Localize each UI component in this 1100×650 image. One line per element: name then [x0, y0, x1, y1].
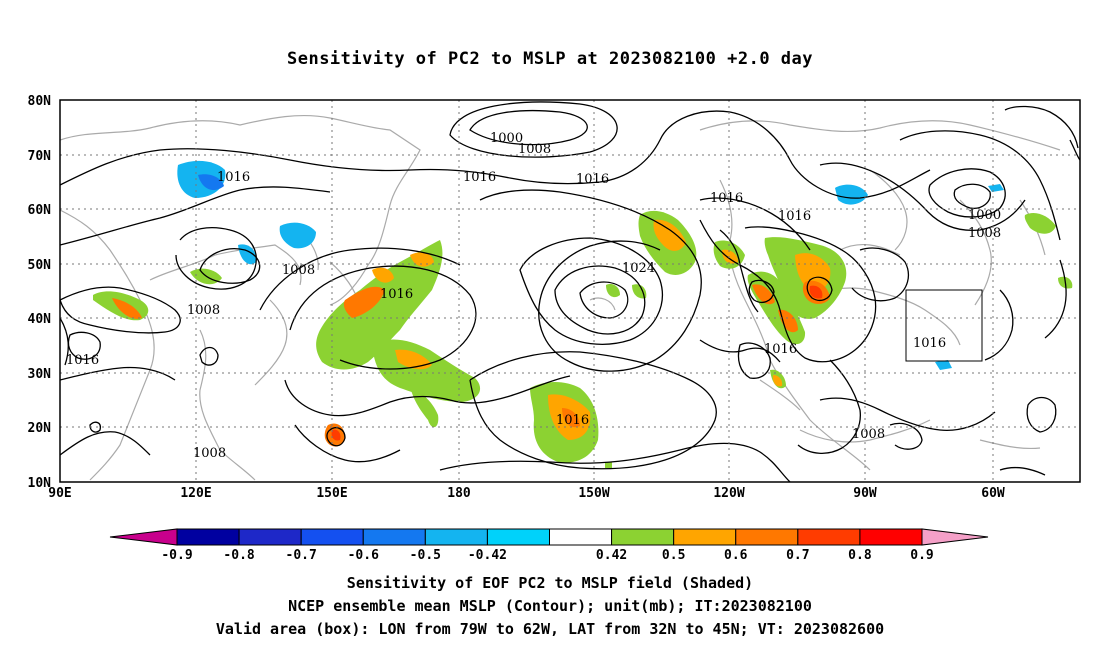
- contour-label: 1016: [380, 287, 413, 302]
- colorbar-label: -0.8: [223, 548, 254, 563]
- colorbar: [109, 528, 989, 546]
- contour-label: 1008: [193, 446, 226, 461]
- lat-label: 80N: [28, 94, 52, 109]
- colorbar-box: [176, 528, 240, 546]
- colorbar-box: [859, 528, 923, 546]
- colorbar-label: 0.8: [848, 548, 872, 563]
- lat-label: 50N: [28, 258, 52, 273]
- lon-label: 150W: [578, 486, 609, 501]
- contour-label: 1016: [66, 353, 99, 368]
- colorbar-box: [797, 528, 861, 546]
- colorbar-box: [549, 528, 613, 546]
- colorbar-label: -0.7: [286, 548, 317, 563]
- colorbar-right-arrow: [921, 528, 989, 546]
- colorbar-box: [362, 528, 426, 546]
- colorbar-box: [611, 528, 675, 546]
- contour-label: 1024: [622, 261, 655, 276]
- colorbar-box: [673, 528, 737, 546]
- contour-label: 1008: [968, 226, 1001, 241]
- map-frame: [59, 99, 1081, 483]
- contour-label: 1016: [217, 170, 250, 185]
- contour-label: 1016: [913, 336, 946, 351]
- lon-label: 120W: [713, 486, 744, 501]
- lat-label: 40N: [28, 312, 52, 327]
- contour-label: 1000: [490, 131, 523, 146]
- longitude-labels: 90E 120E 150E 180 150W 120W 90W 60W: [48, 486, 1005, 501]
- colorbar-label: -0.5: [410, 548, 441, 563]
- colorbar-box: [735, 528, 799, 546]
- lon-label: 180: [447, 486, 471, 501]
- lat-label: 30N: [28, 367, 52, 382]
- colorbar-box: [424, 528, 488, 546]
- lat-label: 10N: [28, 476, 52, 491]
- caption-line-3: Valid area (box): LON from 79W to 62W, L…: [215, 620, 885, 638]
- contour-label: 1016: [576, 172, 609, 187]
- grid-lines: [60, 100, 1080, 482]
- colorbar-label: 0.9: [910, 548, 933, 563]
- colorbar-labels: -0.9 -0.8 -0.7 -0.6 -0.5 -0.42 0.42 0.5 0.6 0.7 0.…: [161, 548, 933, 563]
- contour-label: 1008: [187, 303, 220, 318]
- colorbar-left-arrow: [109, 528, 178, 546]
- lon-label: 120E: [180, 486, 211, 501]
- contour-label: 1000: [968, 208, 1001, 223]
- colorbar-box: [300, 528, 364, 546]
- contour-label: 1008: [518, 142, 551, 157]
- contour-label: 1016: [764, 342, 797, 357]
- lat-label: 60N: [28, 203, 52, 218]
- contour-label: 1016: [778, 209, 811, 224]
- contour-labels: 1000 1008 1016 1016 1016 1016 1016 1008 …: [66, 131, 1001, 442]
- lat-label: 20N: [28, 421, 52, 436]
- contour-label: 1008: [282, 263, 315, 278]
- latitude-labels: 80N 70N 60N 50N 40N 30N 20N 10N: [28, 94, 52, 491]
- colorbar-box: [238, 528, 302, 546]
- lon-label: 150E: [316, 486, 347, 501]
- lat-label: 70N: [28, 149, 52, 164]
- colorbar-label: 0.42: [596, 548, 627, 563]
- caption-line-2: NCEP ensemble mean MSLP (Contour); unit(…: [288, 597, 812, 615]
- colorbar-label: 0.5: [662, 548, 685, 563]
- lon-label: 90E: [48, 486, 71, 501]
- contour-label: 1008: [852, 427, 885, 442]
- caption-line-1: Sensitivity of EOF PC2 to MSLP field (Sh…: [346, 574, 754, 592]
- contour-label: 1016: [556, 413, 589, 428]
- lon-label: 90W: [853, 486, 877, 501]
- colorbar-label: 0.7: [786, 548, 809, 563]
- contour-label: 1016: [463, 170, 496, 185]
- mslp-contours: [60, 101, 1080, 482]
- colorbar-box: [486, 528, 550, 546]
- colorbar-label: 0.6: [724, 548, 748, 563]
- lon-label: 60W: [981, 486, 1005, 501]
- colorbar-label: -0.42: [468, 548, 507, 563]
- valid-area-box: [905, 289, 983, 362]
- contour-label: 1016: [710, 191, 743, 206]
- colorbar-label: -0.6: [348, 548, 379, 563]
- colorbar-label: -0.9: [161, 548, 192, 563]
- chart-title: Sensitivity of PC2 to MSLP at 2023082100…: [286, 49, 813, 69]
